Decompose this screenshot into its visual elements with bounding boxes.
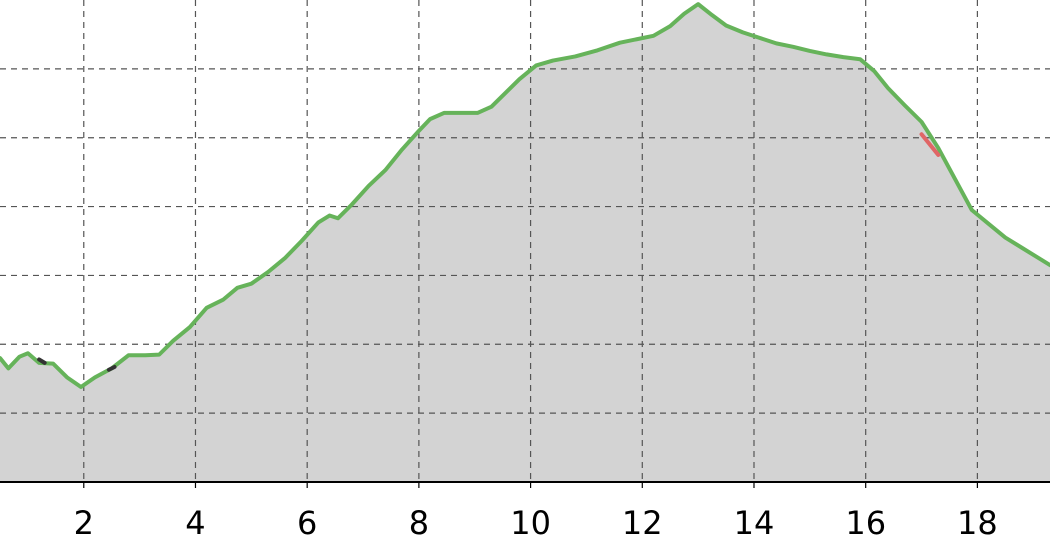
x-tick-label: 14	[734, 504, 775, 542]
x-tick-label: 16	[845, 504, 886, 542]
area-layer	[0, 4, 1050, 482]
series-line	[0, 2, 1050, 389]
x-tick-label: 10	[510, 504, 551, 542]
x-tick-label: 2	[74, 504, 94, 542]
grid-layer	[0, 0, 1050, 482]
line-layer	[0, 2, 1050, 389]
axis-layer: 2 4 6 8 10 12 14 16 18	[0, 481, 1050, 542]
x-tick-label: 18	[957, 504, 998, 542]
highlight-segment	[37, 357, 47, 365]
area-fill	[0, 4, 1050, 482]
x-tick-label: 6	[297, 504, 317, 542]
x-tick-label: 4	[185, 504, 205, 542]
x-tick-label: 8	[409, 504, 429, 542]
highlight-segment	[106, 365, 117, 372]
x-tick-label: 12	[622, 504, 663, 542]
highlight-segment	[919, 132, 941, 157]
